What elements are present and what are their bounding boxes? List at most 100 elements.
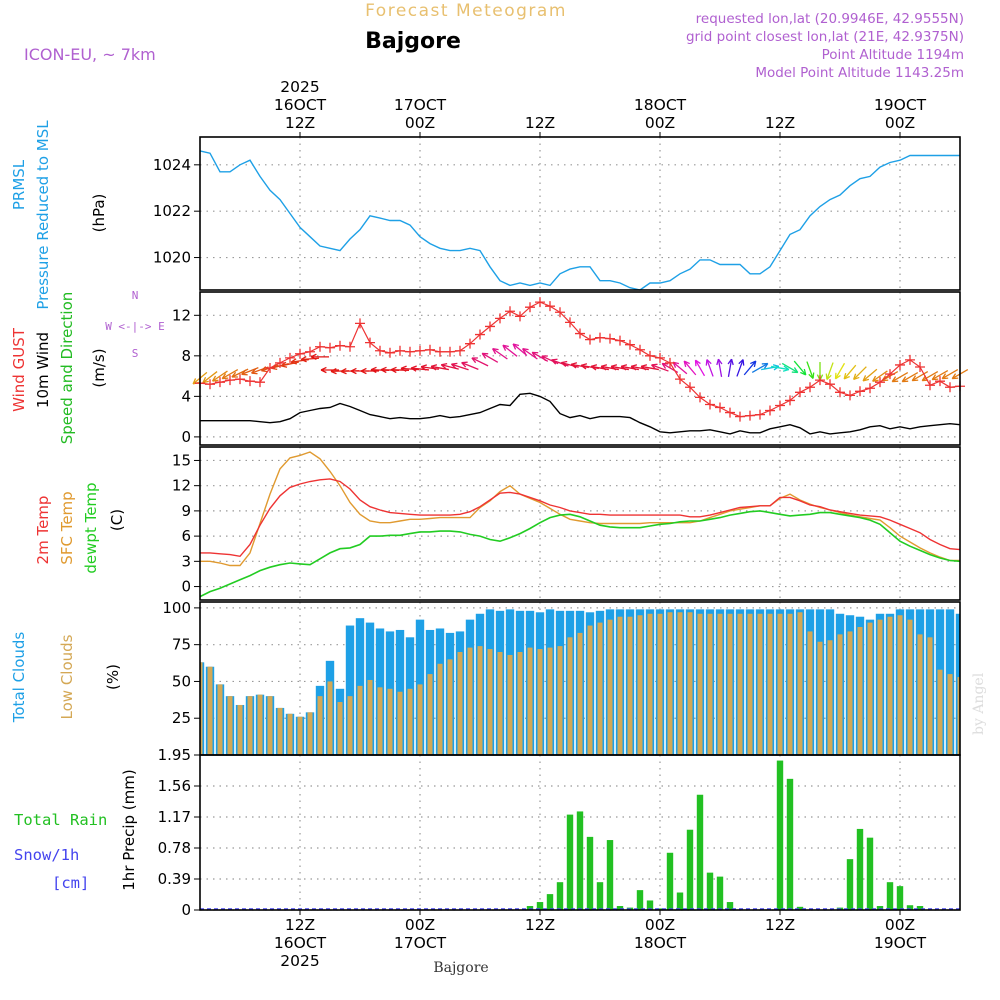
y-tick-label: 0 <box>181 901 191 919</box>
gust-marker <box>245 376 255 387</box>
wind-arrow-shaft <box>551 359 569 367</box>
gust-marker <box>385 347 395 358</box>
compass-south: S <box>132 347 139 360</box>
wind-arrow <box>705 359 714 377</box>
y-tick-label: 1024 <box>153 156 191 174</box>
x-tick-label: 2025 <box>280 952 319 970</box>
wind-arrow-head <box>512 343 520 347</box>
wind-arrow <box>862 368 878 382</box>
gust-marker <box>465 338 475 349</box>
wind-arrow-shaft <box>441 364 459 370</box>
gust-marker <box>815 375 825 386</box>
wind-arrow-shaft <box>651 364 669 372</box>
y-tick-label: 12 <box>172 306 191 324</box>
wind-arrow-head <box>360 370 367 375</box>
wind-arrow-shaft <box>601 365 619 371</box>
wind-arrow-shaft <box>290 359 310 363</box>
wind-arrow <box>931 370 949 381</box>
gust-marker <box>285 352 295 363</box>
wind-arrow <box>502 344 518 357</box>
wind-arrow-head <box>730 358 734 366</box>
wind-arrow-head <box>512 343 517 350</box>
low-cloud-bar <box>617 616 623 755</box>
wind-arrow-head <box>522 348 529 351</box>
wind-arrow-shaft <box>941 369 959 380</box>
low-cloud-bar <box>867 622 873 755</box>
panel-frame-pressure <box>199 136 961 291</box>
gust-marker <box>345 341 355 352</box>
prmsl-label: PRMSL <box>10 159 28 210</box>
y-tick-label: 0.78 <box>158 839 191 857</box>
wind-arrow-head <box>370 366 377 371</box>
wind-arrow-head <box>941 373 947 379</box>
wind-arrow-head <box>620 364 628 368</box>
wind-arrow-shaft <box>683 360 697 376</box>
wind-arrow-head <box>502 344 509 348</box>
wind-arrow-head <box>901 376 907 382</box>
wind-arrow-head <box>310 356 317 361</box>
wind-arrow-head <box>551 359 557 365</box>
wind-arrow-shaft <box>706 359 714 377</box>
gust-marker <box>715 402 725 413</box>
low-cloud-bar <box>417 684 423 755</box>
low-cloud-bar <box>497 652 503 755</box>
rain-bar <box>546 894 554 910</box>
series-sfc-temp-line <box>200 451 960 567</box>
wind-arrow-head <box>812 372 815 379</box>
rain-bar <box>536 902 544 910</box>
gust-marker <box>915 361 925 372</box>
wind-arrow-head <box>481 352 487 359</box>
gust-marker <box>885 369 895 380</box>
low-cloud-bar <box>647 613 653 755</box>
x-tick-label: 17OCT <box>394 934 447 952</box>
wind-arrow-head <box>843 375 850 380</box>
rain-bar <box>856 828 864 910</box>
footer-location: Bajgore <box>433 960 488 976</box>
y-tick-label: 1.17 <box>158 808 191 826</box>
gust-marker <box>825 379 835 390</box>
wind-arrow-head <box>825 373 828 380</box>
x-tick-label: 12Z <box>285 114 315 132</box>
low-cloud-bar <box>407 688 413 755</box>
wind-arrow-shaft <box>561 361 579 368</box>
wind-arrow-head <box>290 358 297 363</box>
rain-bar <box>896 886 904 910</box>
wind-arrow-head <box>750 360 757 365</box>
low-cloud-bar <box>877 619 883 755</box>
rain-bar <box>676 892 684 910</box>
wind-arrow <box>901 372 919 383</box>
wind-arrow-head <box>522 348 527 355</box>
location-title: Bajgore <box>365 29 461 54</box>
wind-arrow-head <box>551 358 558 361</box>
wind-arrow-head <box>320 366 327 371</box>
low-cloud-bar <box>257 694 263 755</box>
wind-arrow-head <box>640 364 648 368</box>
wind-arrow-head <box>763 363 769 369</box>
low-cloud-bar <box>547 647 553 755</box>
gust-label: Wind GUST <box>10 327 28 412</box>
wind-arrow-head <box>630 364 638 368</box>
gust-marker <box>315 341 325 352</box>
rain-bar <box>786 778 794 910</box>
y-tick-label: 75 <box>172 636 191 654</box>
panel-frame-temp <box>199 446 961 601</box>
gust-marker <box>495 313 505 324</box>
low-cloud-bar <box>527 647 533 755</box>
wind-arrow-shaft <box>390 369 410 371</box>
wind-arrow-shaft <box>872 370 888 382</box>
wind-arrow <box>541 355 559 365</box>
wind-arrow-head <box>738 359 744 365</box>
x-tick-label: 2025 <box>280 78 319 96</box>
low-cloud-bar <box>837 634 843 755</box>
wind-arrow-head <box>300 355 307 361</box>
low-cloud-bar <box>227 696 233 755</box>
wind-arrow <box>600 364 619 371</box>
wind-arrow-head <box>350 370 357 375</box>
wind-arrow-shaft <box>621 365 639 371</box>
wind-arrow-head <box>251 372 258 375</box>
wind-arrow-shaft <box>891 372 909 383</box>
wind-arrow-head <box>492 348 497 355</box>
low-cloud-bar <box>807 631 813 755</box>
wind-arrow-head <box>843 372 847 380</box>
rain-bar <box>576 811 584 910</box>
